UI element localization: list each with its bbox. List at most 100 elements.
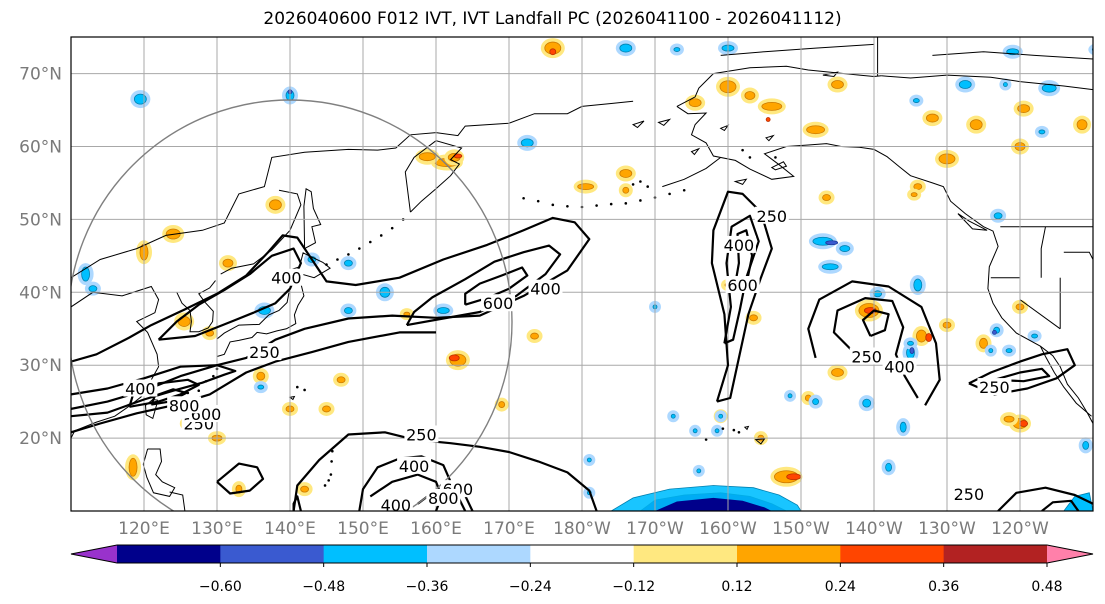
anomaly-blob bbox=[912, 98, 920, 103]
island bbox=[770, 161, 788, 171]
anomaly-blob bbox=[133, 93, 147, 105]
colorbar-swatch bbox=[220, 545, 325, 563]
island-dot bbox=[336, 258, 339, 261]
anomaly-halo bbox=[1088, 43, 1093, 56]
anomaly-blob bbox=[909, 347, 915, 355]
island-dot bbox=[609, 202, 613, 206]
anomaly-blob bbox=[862, 398, 872, 408]
island-dot bbox=[741, 148, 744, 152]
contour-label: 600 bbox=[483, 294, 514, 313]
lon-label: 120°W bbox=[991, 519, 1049, 539]
colorbar-swatch bbox=[323, 545, 428, 563]
anomaly-blob bbox=[958, 80, 972, 89]
island bbox=[719, 124, 730, 132]
island-dot bbox=[330, 460, 333, 463]
anomaly-blob bbox=[765, 117, 771, 122]
lat-label: 50°N bbox=[19, 210, 62, 230]
coastline bbox=[1063, 251, 1093, 260]
anomaly-blob bbox=[81, 266, 90, 282]
lon-label: 180°W bbox=[553, 519, 611, 539]
anomaly-blob bbox=[786, 473, 802, 481]
contour-label-bg bbox=[397, 456, 432, 474]
island-dot bbox=[358, 247, 361, 250]
colorbar-ticks: −0.60 −0.48 −0.36 −0.24 −0.12 0.12 0.24 0.36 0.4… bbox=[199, 563, 1063, 595]
contour-label-bg bbox=[725, 276, 760, 294]
anomaly-blob bbox=[418, 152, 436, 162]
island-dot bbox=[329, 473, 333, 476]
anomaly-blob bbox=[1019, 420, 1029, 427]
anomaly-blob bbox=[806, 125, 825, 135]
anomaly-blob bbox=[619, 169, 633, 178]
island bbox=[631, 120, 645, 129]
anomaly-blob bbox=[300, 485, 310, 493]
colorbar-swatch bbox=[737, 545, 841, 563]
anomaly-blob bbox=[619, 43, 633, 53]
anomaly-blob bbox=[128, 457, 138, 477]
anomaly-blob bbox=[839, 245, 851, 252]
colorbar-tick-label: −0.24 bbox=[509, 579, 552, 595]
lat-label: 30°N bbox=[19, 356, 62, 376]
contour-label: 400 bbox=[884, 358, 915, 377]
anomaly-blob bbox=[993, 212, 1003, 220]
lon-label: 120°E bbox=[118, 519, 170, 539]
colorbar-swatch bbox=[117, 545, 221, 563]
coastline bbox=[662, 157, 722, 188]
lon-label: 170°E bbox=[483, 519, 535, 539]
anomaly-blob bbox=[1091, 47, 1093, 52]
anomaly-blob bbox=[520, 138, 534, 148]
coastline bbox=[404, 140, 463, 213]
island-dot bbox=[323, 484, 327, 487]
lat-label: 70°N bbox=[19, 65, 62, 85]
island-dot bbox=[748, 156, 752, 159]
island-dot bbox=[197, 389, 201, 393]
island bbox=[690, 147, 701, 156]
island-dot bbox=[331, 449, 334, 453]
contour-label-bg bbox=[951, 485, 986, 503]
colorbar-extend-high bbox=[1047, 545, 1093, 563]
anomaly-blob bbox=[688, 98, 702, 108]
map-frame bbox=[70, 36, 1094, 512]
anomaly-blob bbox=[670, 413, 676, 419]
lon-label: 130°E bbox=[191, 519, 243, 539]
anomaly-blob bbox=[926, 113, 939, 123]
anomaly-blob bbox=[222, 258, 234, 268]
contour-label-bg bbox=[247, 343, 282, 361]
anomaly-blob bbox=[448, 354, 460, 362]
island-dot bbox=[639, 199, 642, 202]
contour-label: 400 bbox=[125, 380, 156, 399]
anomaly-blob bbox=[988, 348, 994, 354]
island-dot bbox=[325, 263, 328, 266]
anomaly-blob bbox=[831, 368, 844, 377]
coastline bbox=[292, 252, 331, 280]
anomaly-blob bbox=[899, 421, 907, 433]
anomaly-blob bbox=[1017, 104, 1031, 113]
coastline bbox=[676, 65, 882, 107]
contour-label-bg bbox=[721, 235, 756, 253]
lon-label: 150°W bbox=[772, 519, 830, 539]
anomaly-blob bbox=[498, 401, 506, 408]
island-dot bbox=[631, 183, 635, 186]
contour-label-bg bbox=[269, 268, 304, 286]
contour-label-bg bbox=[378, 496, 413, 514]
island-dot bbox=[668, 192, 671, 196]
anomaly-blob bbox=[696, 468, 702, 474]
island-dot bbox=[624, 202, 628, 205]
contour-label: 250 bbox=[757, 207, 788, 226]
anomaly-blob bbox=[1003, 415, 1015, 423]
island-dot bbox=[327, 479, 330, 482]
island-dot bbox=[639, 180, 642, 183]
anomaly-blob bbox=[343, 259, 353, 267]
contour-label: 600 bbox=[727, 276, 758, 295]
contour-label-bg bbox=[882, 357, 917, 375]
coastline bbox=[71, 100, 634, 279]
contour-label-bg bbox=[481, 294, 516, 312]
anomaly-blob bbox=[256, 371, 266, 381]
lat-label: 20°N bbox=[19, 429, 62, 449]
anomaly-blob bbox=[655, 497, 772, 511]
colorbar-tick-label: 0.48 bbox=[1031, 579, 1062, 595]
anomaly-blob bbox=[88, 285, 98, 293]
colorbar-tick-label: 0.12 bbox=[721, 579, 752, 595]
lon-label: 130°W bbox=[918, 519, 976, 539]
ivt-contour bbox=[150, 388, 188, 406]
anomaly-blob bbox=[1076, 119, 1088, 131]
